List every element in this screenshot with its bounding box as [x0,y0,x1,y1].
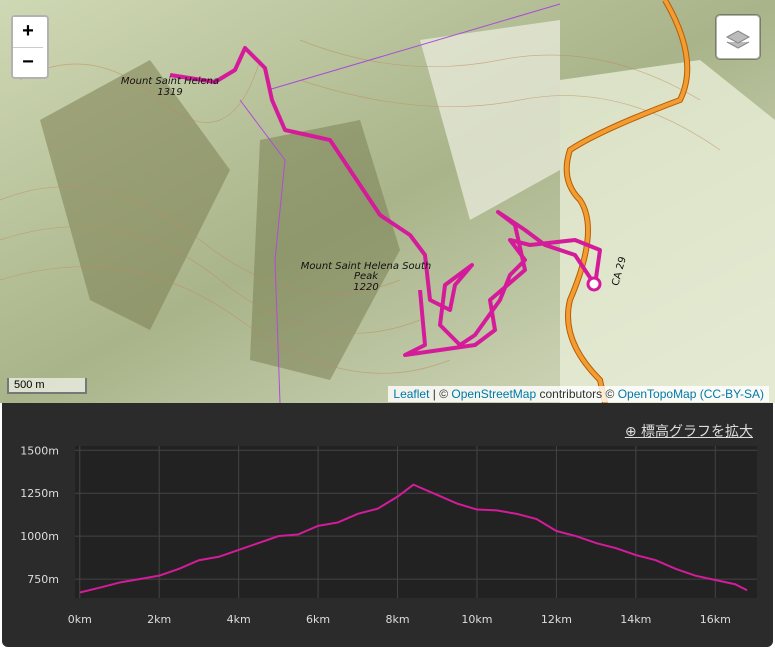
plot-area [75,446,757,598]
attribution-text: contributors © [539,387,615,401]
y-tick-label: 1250m [20,487,59,500]
shade [40,60,230,330]
contours [0,39,721,374]
boundary [267,3,561,91]
peak-elevation: 1319 [157,87,182,98]
elevation-line [79,483,748,594]
x-tick-label: 2km [147,613,171,626]
otm-link[interactable]: OpenTopoMap [617,387,697,401]
elevation-chart: 750m 1000m 1250m 1500m 0km 2km 4km 6km 8km 10km 12… [20,444,757,626]
scale-bar: 500 m [7,378,87,394]
expand-button[interactable]: ⊕ 標高グラフを拡大 [624,424,753,440]
x-tick-label: 14km [620,613,651,626]
peak-name: Mount Saint Helena South [301,261,432,272]
map[interactable]: Mount Saint Helena 1319 Mount Saint Hele… [0,0,775,403]
highlight [420,20,560,220]
forest [560,60,775,403]
boundary [239,99,286,403]
osm-link[interactable]: OpenStreetMap [451,387,537,401]
x-tick-label: 12km [541,613,572,626]
goal-marker[interactable] [586,276,602,292]
shade [250,120,400,380]
leaflet-link[interactable]: Leaflet [393,387,430,401]
expand-label[interactable]: 標高グラフを拡大 [641,424,753,440]
peak-name: Mount Saint Helena [121,76,219,87]
zoom-out[interactable]: − [13,47,43,76]
y-tick-label: 1500m [20,444,59,457]
peak-name: Peak [354,271,379,282]
layers-icon [725,30,751,49]
elevation-panel: 750m 1000m 1250m 1500m 0km 2km 4km 6km 8km 10km 12… [2,403,773,647]
attribution: Leaflet | © OpenStreetMap contributors ©… [388,386,769,402]
x-tick-label: 10km [461,613,492,626]
x-tick-label: 0km [68,613,92,626]
license-link[interactable]: (CC-BY-SA) [699,387,764,401]
x-tick-label: 16km [700,613,731,626]
y-tick-label: 750m [27,573,59,586]
y-tick-label: 1000m [20,530,59,543]
x-tick-label: 4km [227,613,251,626]
x-tick-label: 8km [385,613,409,626]
route [169,46,602,357]
peak-elevation: 1220 [353,282,378,293]
x-tick-label: 6km [306,613,330,626]
road [564,0,690,403]
attribution-text: | © [432,387,449,401]
zoom-in[interactable]: + [13,17,43,45]
